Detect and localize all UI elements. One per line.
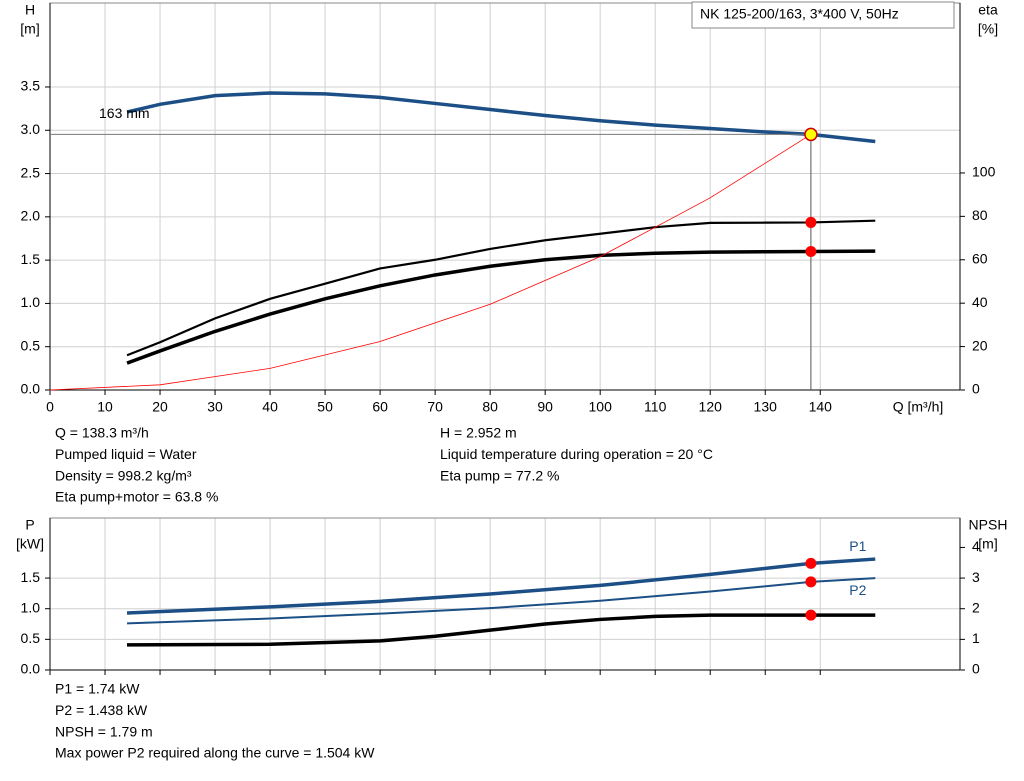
operating-point [805,246,817,258]
x-tick-label: 40 [262,399,278,415]
operating-point [805,609,817,621]
y-tick-label: 1.0 [21,599,41,615]
y2-tick-label: 3 [972,569,980,585]
result-note: Max power P2 required along the curve = … [55,745,375,761]
result-note: Density = 998.2 kg/m³ [55,467,192,483]
y2-tick-label: 2 [972,599,980,615]
x-tick-label: 30 [207,399,223,415]
y-tick-label: 0.5 [21,630,41,646]
x-axis-label: Q [m³/h] [893,399,944,415]
y2-tick-label: 1 [972,630,980,646]
x-tick-label: 80 [482,399,498,415]
y2-tick-label: 0 [972,661,980,677]
y-axis-unit: [m] [20,21,39,37]
y2-axis-unit: [m] [978,536,997,552]
result-note: P2 = 1.438 kW [55,702,148,718]
y-tick-label: 0.0 [21,661,41,677]
x-tick-label: 100 [589,399,613,415]
y-tick-label: 0.0 [21,381,41,397]
y-tick-label: 2.0 [21,208,41,224]
result-note: P1 = 1.74 kW [55,681,140,697]
y2-tick-label: 20 [972,337,988,353]
curve [126,91,876,144]
y2-tick-label: 4 [972,538,980,554]
y-axis-unit: [kW] [16,536,44,552]
result-note: Eta pump+motor = 63.8 % [55,489,218,505]
y2-tick-label: 60 [972,250,988,266]
x-tick-label: 0 [46,399,54,415]
curve [49,134,812,391]
y-axis-label: H [25,2,35,18]
result-note: NPSH = 1.79 m [55,723,153,739]
chart-title: NK 125-200/163, 3*400 V, 50Hz [700,6,899,22]
y-tick-label: 3.5 [21,78,41,94]
result-note: Eta pump = 77.2 % [440,467,559,483]
x-tick-label: 50 [317,399,333,415]
y-tick-label: 1.5 [21,251,41,267]
result-note: Pumped liquid = Water [55,446,197,462]
x-tick-label: 140 [809,399,833,415]
operating-point [805,216,817,228]
operating-point [805,557,817,569]
series-label: P2 [849,582,866,598]
curve [126,219,876,357]
result-note: Q = 138.3 m³/h [55,425,149,441]
x-tick-label: 70 [427,399,443,415]
title-box [691,1,955,29]
y-axis-label: P [25,517,34,533]
y2-tick-label: 80 [972,207,988,223]
curve [127,613,876,647]
x-tick-label: 110 [644,399,667,415]
x-tick-label: 130 [754,399,778,415]
operating-point [804,127,818,142]
series-label: P1 [849,538,866,554]
y2-axis-label: eta [978,2,998,18]
x-tick-label: 120 [699,399,723,415]
y-tick-label: 0.5 [21,337,41,353]
x-tick-label: 60 [372,399,388,415]
y2-axis-unit: [%] [978,21,998,37]
y2-tick-label: 40 [972,294,988,310]
curve [126,557,876,615]
y2-tick-label: 100 [972,164,996,180]
y-tick-label: 3.0 [21,121,41,137]
y-tick-label: 2.5 [21,164,41,180]
curve [126,577,876,625]
x-tick-label: 20 [152,399,168,415]
y2-tick-label: 0 [972,381,980,397]
x-tick-label: 10 [97,399,113,415]
result-note: Liquid temperature during operation = 20… [440,446,713,462]
y2-axis-label: NPSH [969,517,1008,533]
curve [126,249,876,365]
y-tick-label: 1.5 [21,569,41,585]
x-tick-label: 90 [537,399,553,415]
series-label: 163 mm [99,105,150,121]
operating-point [805,576,817,588]
y-tick-label: 1.0 [21,294,41,310]
result-note: H = 2.952 m [440,425,517,441]
